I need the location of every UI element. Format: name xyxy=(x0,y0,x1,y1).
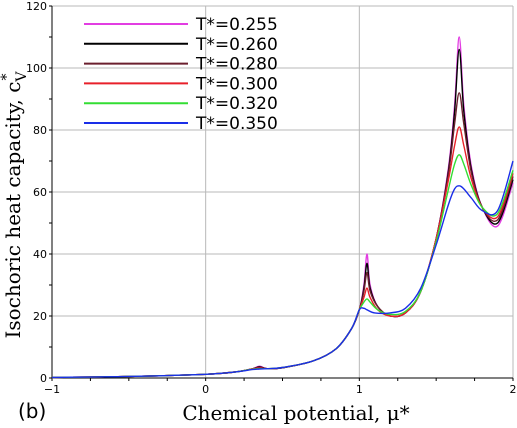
legend-entry: T*=0.255 xyxy=(195,15,278,35)
y-tick-label: 120 xyxy=(26,0,47,13)
x-tick-label: 0 xyxy=(202,383,209,396)
axes xyxy=(49,5,514,381)
legend-entry: T*=0.320 xyxy=(195,94,278,114)
legend-entry: T*=0.350 xyxy=(195,114,278,134)
y-axis-label-sub: V xyxy=(14,71,30,83)
legend-entry: T*=0.280 xyxy=(195,55,278,75)
legend-entry: T*=0.260 xyxy=(195,35,278,55)
legend-entry: T*=0.300 xyxy=(195,74,278,94)
x-tick-label: 1 xyxy=(356,383,363,396)
legend: T*=0.255T*=0.260T*=0.280T*=0.300T*=0.320… xyxy=(84,15,278,134)
series-lines xyxy=(51,36,514,379)
y-axis-label-sup: * xyxy=(0,73,15,80)
y-tick-label: 100 xyxy=(26,62,47,75)
x-tick-label: 2 xyxy=(510,383,517,396)
series-line xyxy=(51,126,514,379)
panel-label: (b) xyxy=(18,399,46,423)
y-tick-label: 80 xyxy=(33,124,47,137)
series-line xyxy=(51,154,514,379)
series-line xyxy=(51,92,514,379)
y-tick-label: 60 xyxy=(33,186,47,199)
y-tick-label: 40 xyxy=(33,248,47,261)
grid xyxy=(51,5,514,379)
x-axis-label: Chemical potential, μ* xyxy=(182,401,409,425)
y-axis-label-main: Isochoric heat capacity, c xyxy=(1,82,25,339)
y-axis-label: Isochoric heat capacity, cV* xyxy=(0,71,30,339)
series-line xyxy=(51,160,514,379)
y-tick-label: 20 xyxy=(33,310,47,323)
y-tick-label: 0 xyxy=(40,372,47,385)
x-tick-label: −1 xyxy=(44,383,60,396)
series-line xyxy=(51,48,514,379)
